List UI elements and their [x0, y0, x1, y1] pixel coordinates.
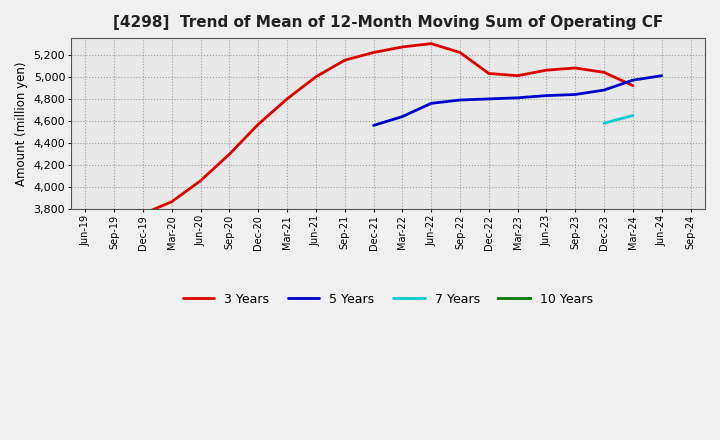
- 3 Years: [485, 71, 493, 76]
- 3 Years: [139, 211, 148, 216]
- Line: 3 Years: 3 Years: [143, 44, 633, 214]
- 5 Years: [369, 123, 378, 128]
- 5 Years: [542, 93, 551, 98]
- 3 Years: [513, 73, 522, 78]
- 5 Years: [398, 114, 407, 119]
- 3 Years: [542, 67, 551, 73]
- 3 Years: [197, 178, 205, 183]
- Line: 5 Years: 5 Years: [374, 76, 662, 125]
- Y-axis label: Amount (million yen): Amount (million yen): [15, 62, 28, 186]
- 3 Years: [398, 44, 407, 50]
- 3 Years: [600, 70, 608, 75]
- 5 Years: [485, 96, 493, 102]
- Line: 7 Years: 7 Years: [604, 115, 633, 123]
- 5 Years: [657, 73, 666, 78]
- 5 Years: [571, 92, 580, 97]
- 7 Years: [629, 113, 637, 118]
- Title: [4298]  Trend of Mean of 12-Month Moving Sum of Operating CF: [4298] Trend of Mean of 12-Month Moving …: [113, 15, 663, 30]
- 7 Years: [600, 121, 608, 126]
- 5 Years: [427, 101, 436, 106]
- Legend: 3 Years, 5 Years, 7 Years, 10 Years: 3 Years, 5 Years, 7 Years, 10 Years: [178, 288, 598, 311]
- 3 Years: [427, 41, 436, 46]
- 5 Years: [513, 95, 522, 100]
- 3 Years: [341, 58, 349, 63]
- 3 Years: [456, 50, 464, 55]
- 5 Years: [629, 77, 637, 83]
- 5 Years: [600, 88, 608, 93]
- 3 Years: [312, 74, 320, 80]
- 3 Years: [369, 50, 378, 55]
- 5 Years: [456, 97, 464, 103]
- 3 Years: [254, 122, 263, 127]
- 3 Years: [168, 199, 176, 204]
- 3 Years: [571, 65, 580, 70]
- 3 Years: [629, 83, 637, 88]
- 3 Years: [225, 151, 234, 157]
- 3 Years: [283, 96, 292, 102]
